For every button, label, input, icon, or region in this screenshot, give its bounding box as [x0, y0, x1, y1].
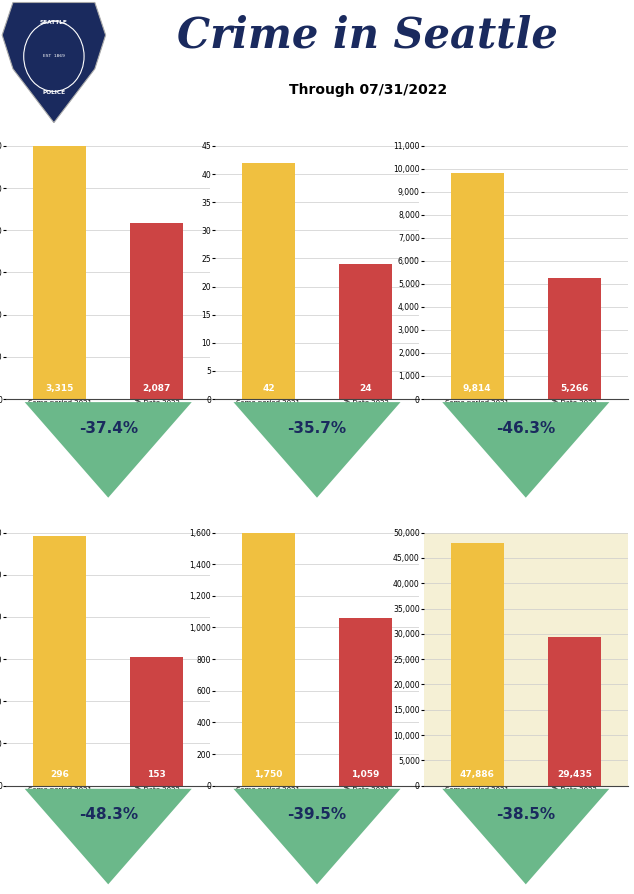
Polygon shape: [233, 789, 401, 884]
Polygon shape: [443, 789, 609, 884]
Text: -48.3%: -48.3%: [79, 807, 138, 822]
Bar: [339, 618, 392, 786]
Polygon shape: [25, 402, 191, 498]
Text: 9,814: 9,814: [463, 384, 491, 392]
Bar: [130, 656, 183, 786]
Polygon shape: [443, 402, 609, 498]
Text: -39.5%: -39.5%: [287, 807, 347, 822]
Polygon shape: [233, 402, 401, 498]
Bar: [451, 544, 504, 786]
Text: 24: 24: [359, 384, 372, 392]
Text: 153: 153: [147, 771, 166, 780]
Polygon shape: [2, 3, 106, 122]
Text: 2,087: 2,087: [143, 384, 171, 392]
Text: Burglary: Burglary: [500, 131, 551, 140]
Text: POLICE: POLICE: [42, 90, 65, 95]
Text: EST  1869: EST 1869: [43, 55, 65, 58]
Text: 296: 296: [50, 771, 69, 780]
Bar: [33, 536, 86, 786]
Text: 3,315: 3,315: [46, 384, 74, 392]
Text: 5,266: 5,266: [560, 384, 588, 392]
Bar: [33, 120, 86, 399]
Text: 1,750: 1,750: [254, 771, 283, 780]
Text: Through 07/31/2022: Through 07/31/2022: [288, 83, 447, 97]
Text: Crime in Seattle: Crime in Seattle: [178, 14, 558, 56]
Text: Robbery: Robbery: [292, 518, 342, 527]
Bar: [242, 509, 295, 786]
Bar: [548, 278, 601, 399]
Text: 29,435: 29,435: [557, 771, 592, 780]
Text: -46.3%: -46.3%: [496, 420, 555, 435]
Bar: [451, 173, 504, 399]
Text: Rape: Rape: [93, 518, 123, 527]
Bar: [339, 264, 392, 399]
Text: 1,059: 1,059: [351, 771, 380, 780]
Bar: [130, 223, 183, 399]
Text: SEATTLE: SEATTLE: [40, 20, 68, 25]
Text: -35.7%: -35.7%: [287, 420, 347, 435]
Text: Murders: Murders: [293, 131, 341, 140]
Text: -37.4%: -37.4%: [79, 420, 138, 435]
Text: Aggravated Assaults: Aggravated Assaults: [48, 131, 169, 140]
Text: 47,886: 47,886: [460, 771, 495, 780]
Text: 42: 42: [262, 384, 275, 392]
Text: -38.5%: -38.5%: [496, 807, 555, 822]
Polygon shape: [25, 789, 191, 884]
Bar: [548, 637, 601, 786]
Bar: [242, 163, 295, 399]
Text: Overall Crimes: Overall Crimes: [482, 518, 569, 527]
